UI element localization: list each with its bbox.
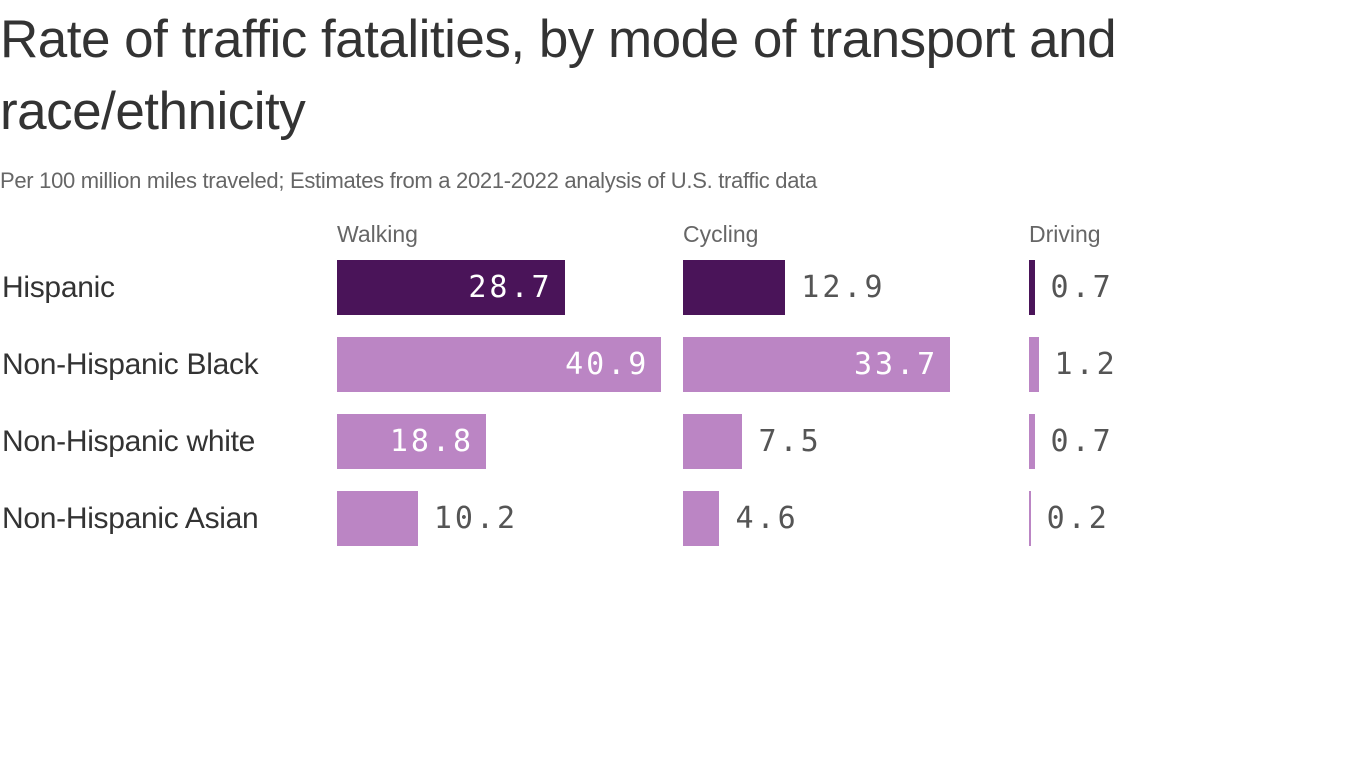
bar-walking-1 <box>337 337 662 392</box>
bar-walking-2 <box>337 414 487 469</box>
bar-cycling-0 <box>683 260 786 315</box>
bar-walking-0 <box>337 260 565 315</box>
bar-cycling-1 <box>683 337 951 392</box>
data-label: 4.6 <box>735 501 799 536</box>
data-label: 28.7 <box>468 270 553 305</box>
data-label: 33.7 <box>853 347 939 382</box>
data-label: 1.2 <box>1054 347 1118 382</box>
row-label: Non-Hispanic Asian <box>2 502 259 535</box>
row-label: Non-Hispanic Black <box>2 348 259 381</box>
bar-walking-3 <box>337 491 418 546</box>
bar-driving-1 <box>1029 337 1039 392</box>
panel-header-driving: Driving <box>1029 221 1101 247</box>
bar-driving-0 <box>1029 260 1035 315</box>
data-label: 10.2 <box>433 501 519 536</box>
chart-subtitle: Per 100 million miles traveled; Estimate… <box>0 168 817 193</box>
bar-cycling-2 <box>683 414 743 469</box>
bar-driving-2 <box>1029 414 1035 469</box>
row-label: Hispanic <box>2 271 115 304</box>
data-label: 0.7 <box>1050 424 1114 459</box>
data-label: 0.2 <box>1046 501 1110 536</box>
bar-cycling-3 <box>683 491 720 546</box>
bar-driving-3 <box>1029 491 1031 546</box>
chart-title: Rate of traffic fatalities, by mode of t… <box>0 10 1117 141</box>
panel-header-cycling: Cycling <box>683 221 759 247</box>
data-label: 0.7 <box>1050 270 1114 305</box>
data-label: 12.9 <box>801 270 886 305</box>
data-label: 18.8 <box>389 424 475 459</box>
panel-header-walking: Walking <box>337 221 418 247</box>
data-label: 7.5 <box>758 424 822 459</box>
row-label: Non-Hispanic white <box>2 425 256 458</box>
data-label: 40.9 <box>565 347 650 382</box>
